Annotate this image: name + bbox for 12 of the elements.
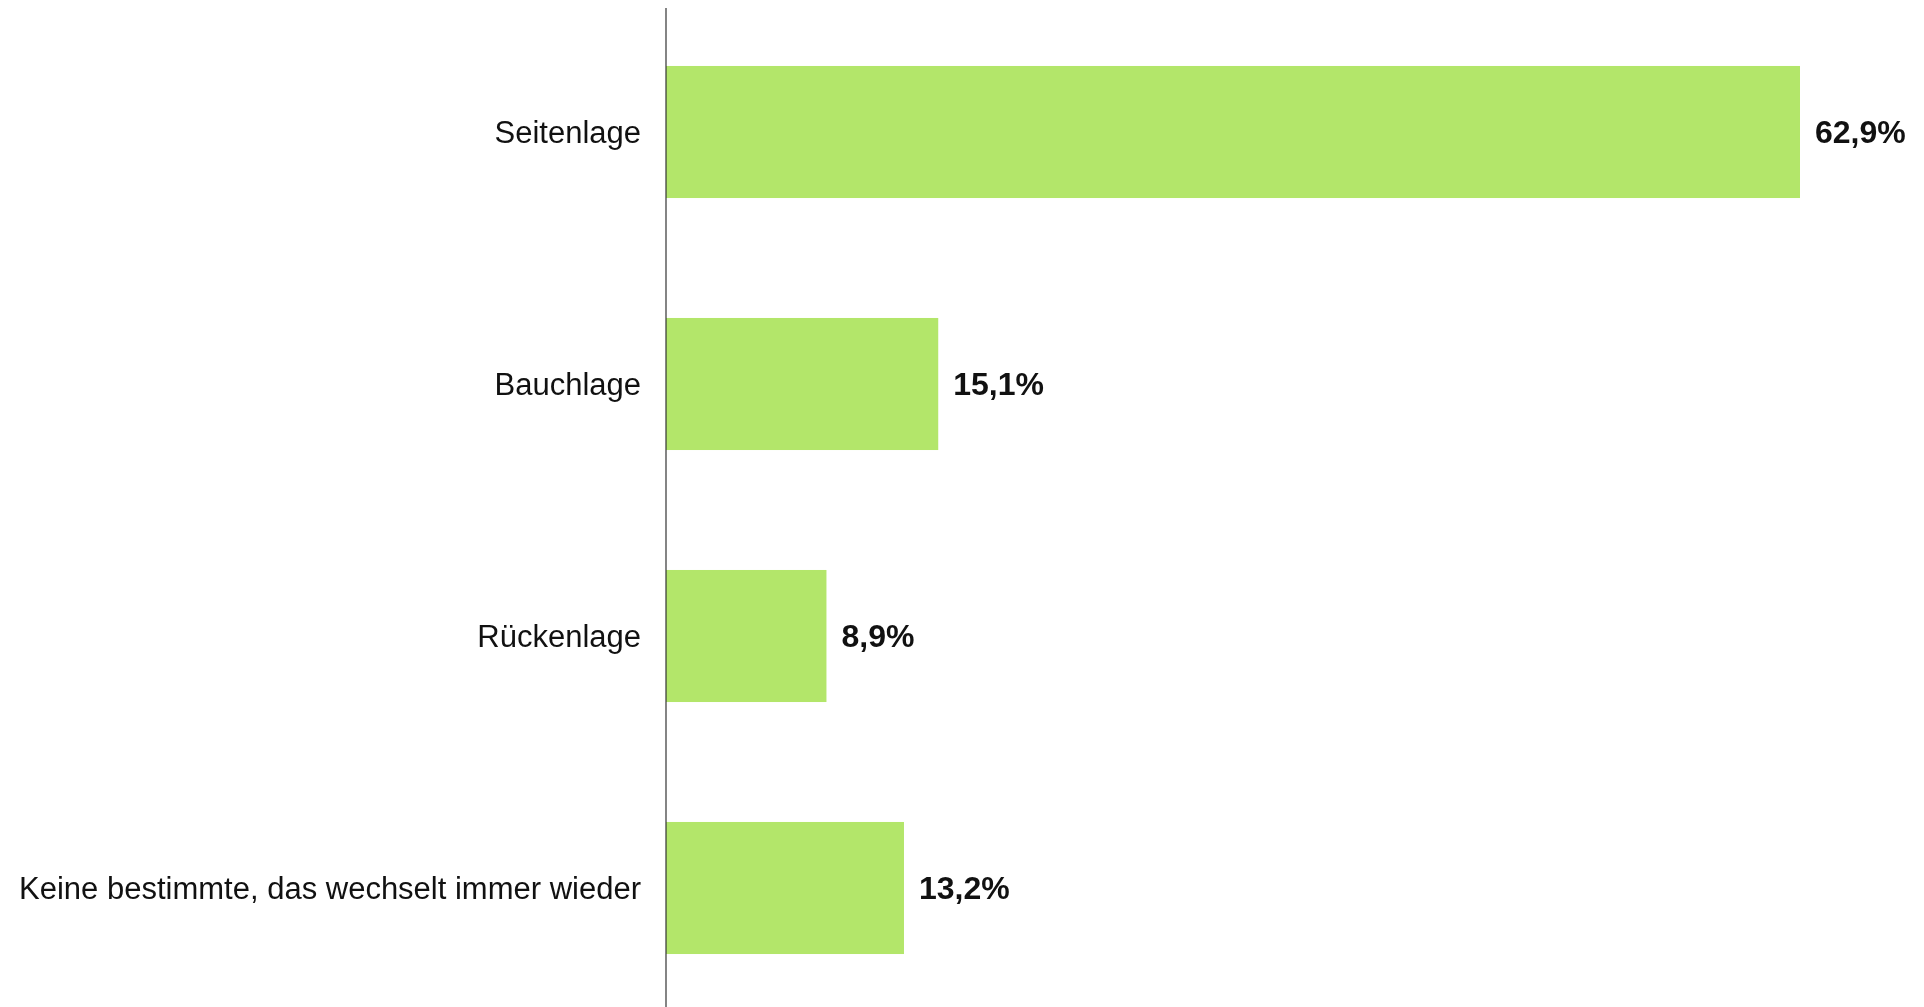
bar: [666, 65, 1800, 199]
data-label: 8,9%: [841, 618, 915, 654]
y-tick-label: Bauchlage: [494, 366, 641, 402]
y-tick-label: Seitenlage: [494, 114, 641, 150]
bar: [666, 821, 904, 955]
data-label: 62,9%: [1815, 114, 1906, 150]
data-label: 13,2%: [918, 870, 1010, 906]
bar: [666, 569, 827, 703]
y-tick-label: Rückenlage: [477, 618, 641, 654]
y-tick-label: Keine bestimmte, das wechselt immer wieder: [19, 870, 641, 906]
bar: [666, 317, 939, 451]
data-label: 15,1%: [953, 366, 1044, 402]
